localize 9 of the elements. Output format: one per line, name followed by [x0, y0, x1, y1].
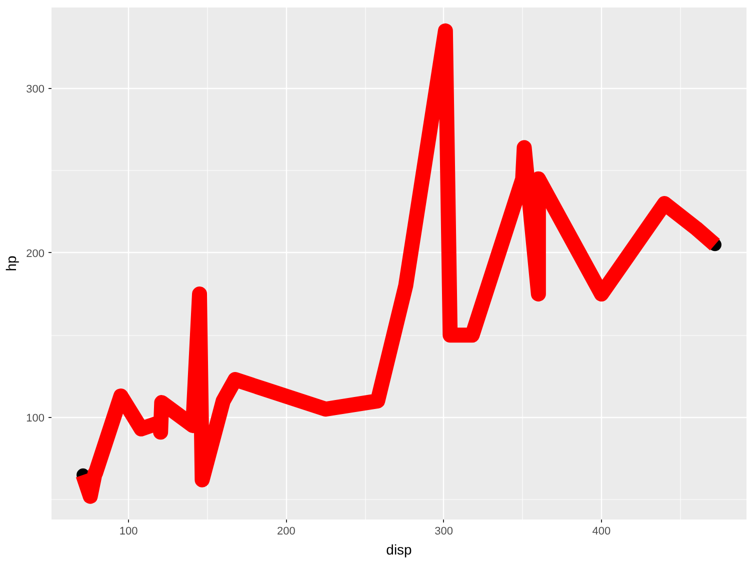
y-tick-label: 100	[26, 412, 45, 424]
y-tick-label: 300	[26, 83, 45, 96]
x-axis-title: disp	[386, 542, 412, 558]
y-axis-title: hp	[3, 256, 20, 272]
x-tick-label: 400	[592, 526, 611, 538]
y-tick-label: 200	[26, 248, 45, 260]
x-tick-label: 200	[277, 526, 296, 538]
x-tick-label: 100	[119, 526, 138, 538]
x-tick-label: 300	[434, 526, 454, 538]
